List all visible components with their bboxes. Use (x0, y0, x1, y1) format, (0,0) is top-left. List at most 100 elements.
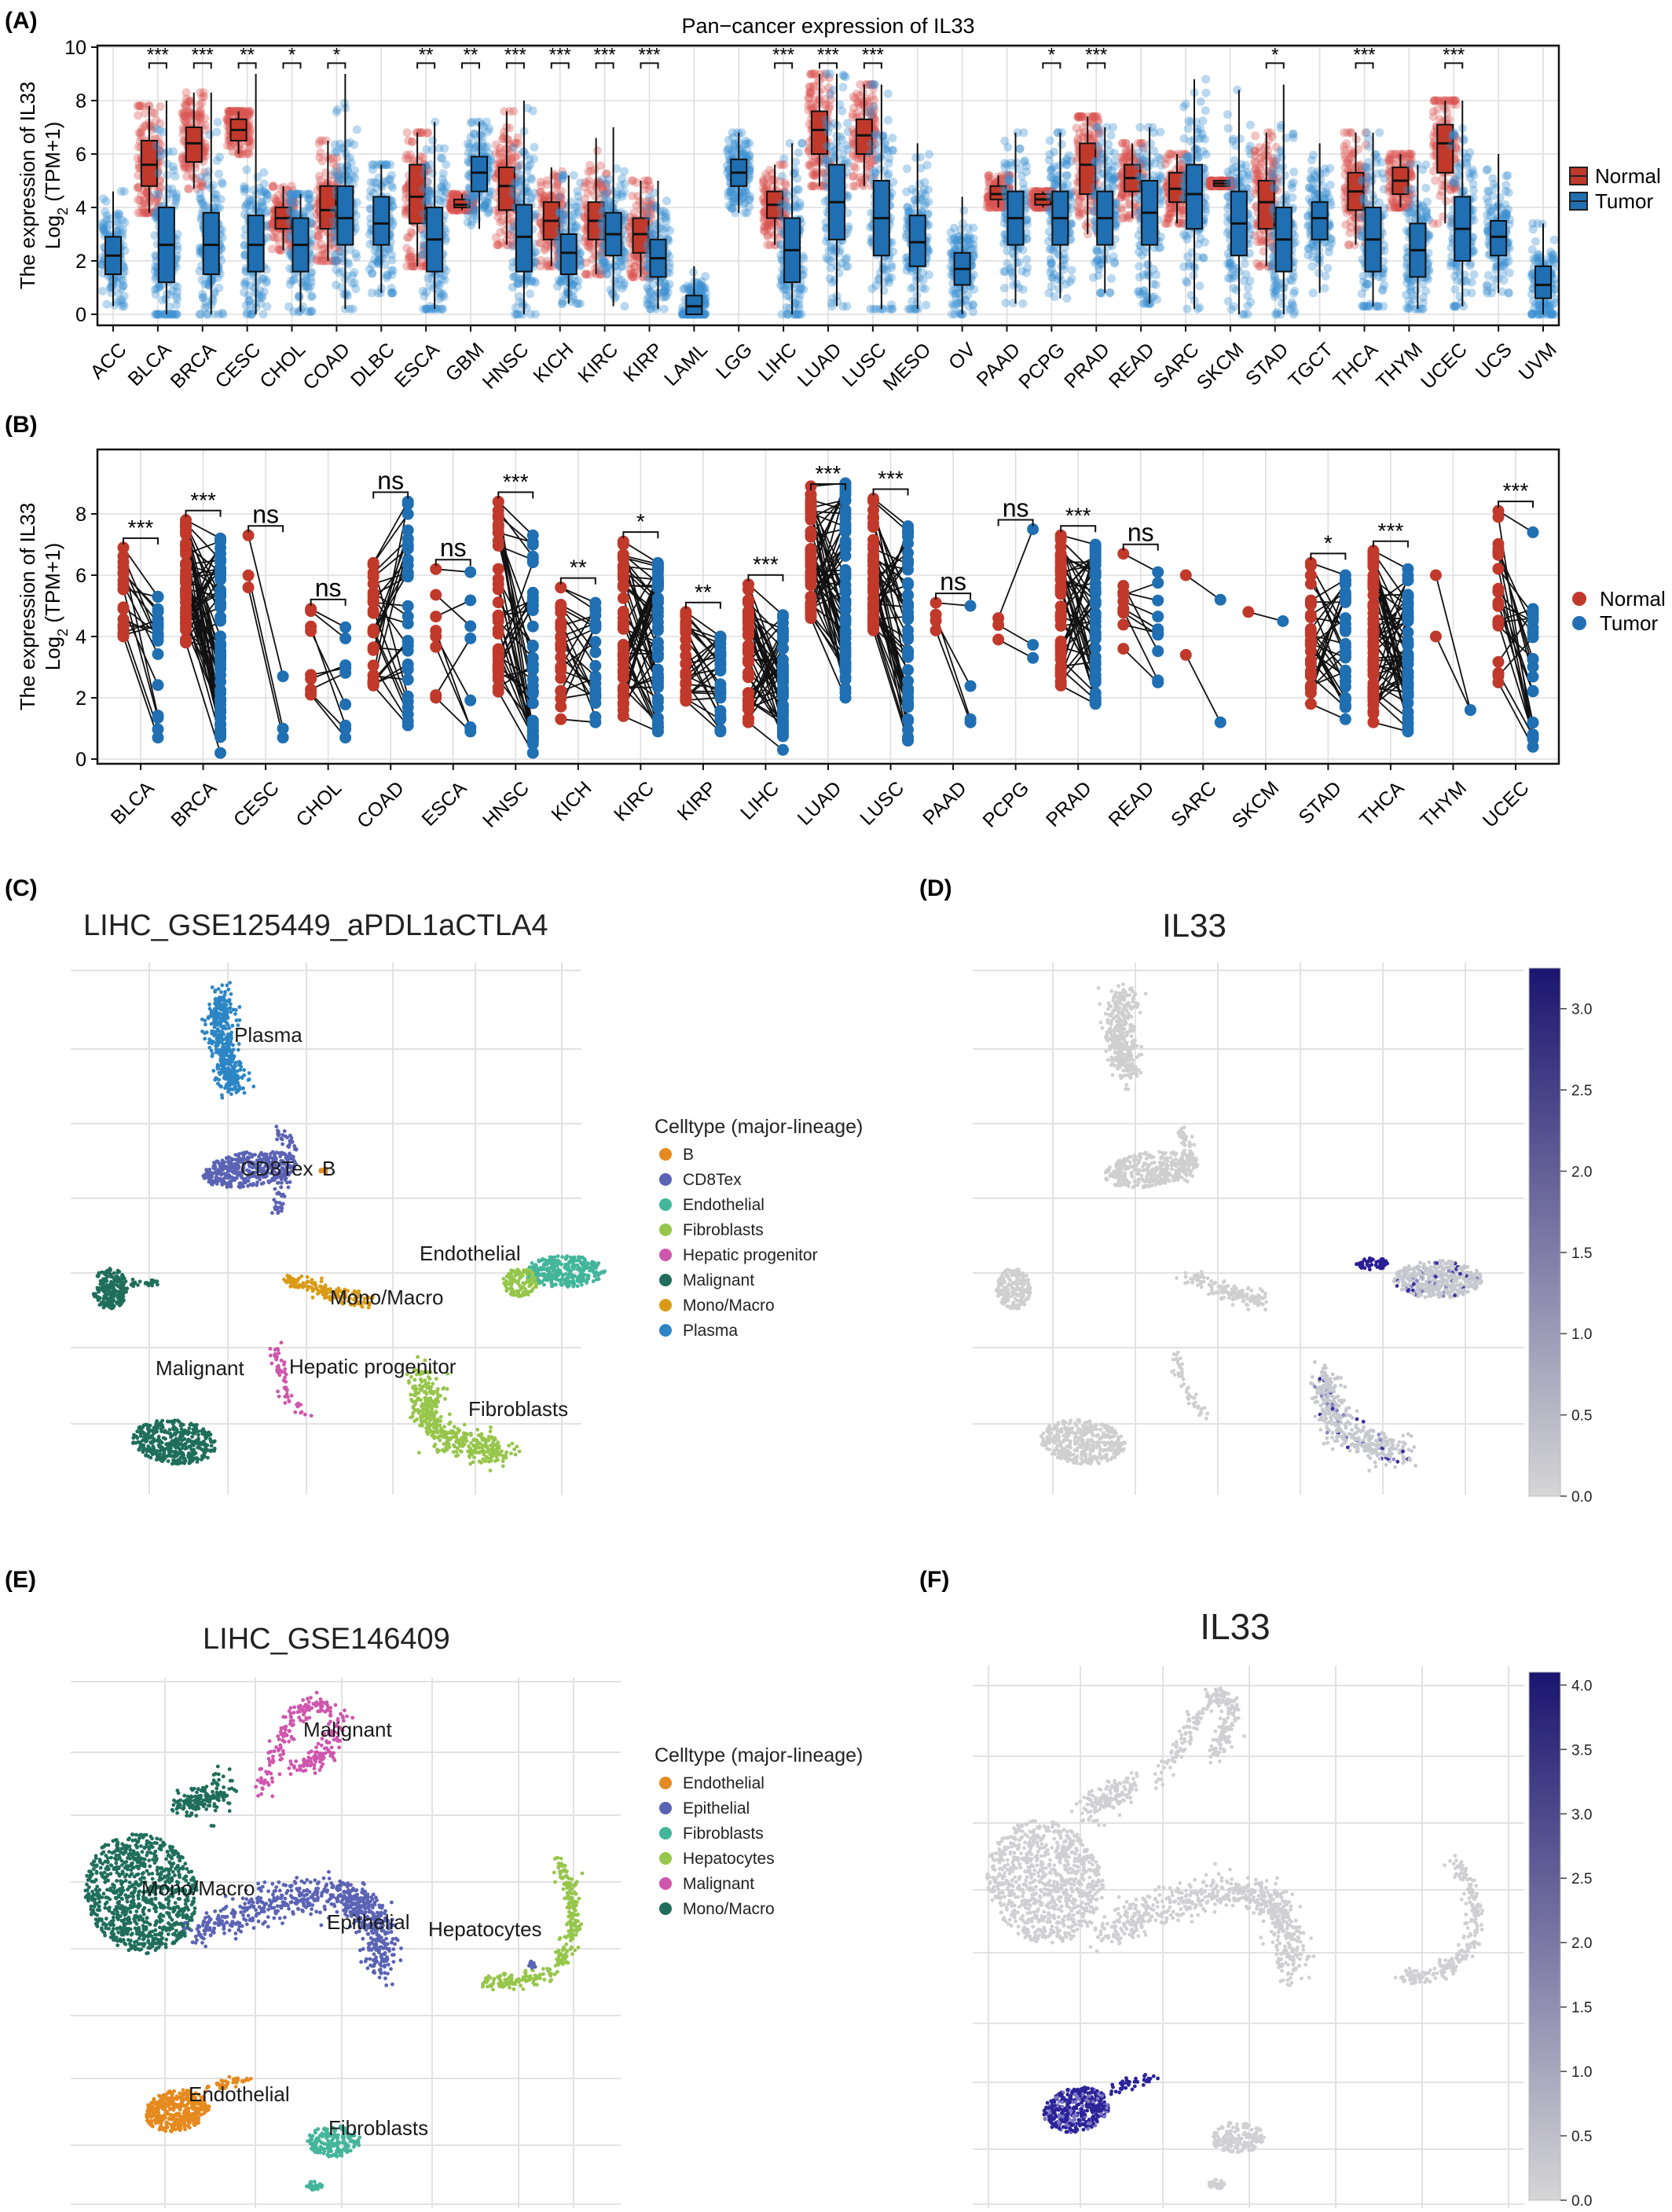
data-point (241, 301, 251, 310)
data-point (139, 122, 148, 131)
data-point (920, 178, 930, 187)
data-point (585, 160, 595, 170)
data-point (630, 272, 640, 281)
data-point (97, 259, 107, 269)
data-point (152, 194, 161, 203)
data-point (610, 262, 619, 271)
data-point (908, 185, 917, 194)
data-point (141, 208, 150, 218)
data-point (851, 182, 860, 191)
data-point (825, 274, 834, 284)
data-point (628, 191, 637, 200)
data-point (867, 139, 876, 149)
data-point (424, 128, 433, 138)
data-point (134, 208, 143, 218)
data-point (112, 297, 122, 306)
data-point (920, 284, 930, 294)
data-point (213, 118, 222, 127)
data-point (436, 153, 446, 163)
data-point (115, 225, 124, 233)
data-point (870, 80, 879, 90)
box (202, 211, 220, 275)
data-point (479, 122, 489, 131)
data-point (565, 278, 574, 288)
data-point (170, 171, 180, 181)
data-point (339, 248, 348, 258)
data-point (381, 160, 390, 170)
data-point (388, 288, 398, 298)
data-point (101, 207, 110, 216)
data-point (405, 250, 414, 259)
data-point (171, 197, 181, 207)
data-point (592, 146, 602, 156)
data-point (742, 138, 752, 148)
data-point (552, 281, 562, 291)
data-point (119, 292, 129, 301)
data-point (827, 302, 837, 311)
data-point (112, 227, 121, 237)
data-point (102, 299, 112, 309)
data-point (823, 127, 833, 137)
data-point (181, 108, 190, 118)
data-point (151, 274, 160, 284)
data-point (166, 290, 175, 299)
data-point (306, 307, 315, 317)
data-point (173, 288, 182, 297)
data-point (197, 99, 207, 108)
data-point (875, 138, 885, 147)
data-point (335, 268, 344, 277)
data-point (557, 171, 566, 180)
data-point (158, 127, 167, 137)
data-point (116, 187, 126, 196)
data-point (796, 283, 805, 292)
data-point (152, 124, 161, 134)
data-point (119, 187, 129, 196)
data-point (154, 189, 163, 199)
data-point (116, 274, 126, 284)
data-point (156, 119, 165, 128)
data-point (151, 197, 160, 207)
data-point (306, 292, 316, 302)
data-point (152, 116, 161, 125)
data-point (155, 126, 164, 135)
box (185, 127, 203, 163)
data-point (262, 195, 272, 204)
data-point (518, 310, 527, 319)
data-point (526, 173, 535, 182)
data-point (168, 162, 178, 171)
data-point (99, 226, 108, 235)
data-point (475, 130, 485, 140)
data-point (759, 175, 768, 185)
data-point (925, 150, 933, 159)
data-point (136, 208, 145, 218)
data-point (342, 288, 351, 298)
data-point (468, 209, 477, 218)
data-point (253, 172, 262, 182)
data-point (420, 169, 429, 178)
data-point (348, 304, 358, 314)
data-point (866, 149, 875, 158)
data-point (530, 142, 539, 152)
data-point (257, 187, 266, 196)
data-point (732, 128, 742, 138)
data-point (661, 292, 670, 302)
data-point (134, 183, 143, 193)
data-point (153, 168, 163, 178)
data-point (119, 302, 129, 311)
boxes-a (97, 69, 1560, 319)
data-point (137, 202, 146, 211)
data-point (133, 153, 142, 163)
data-point (304, 189, 314, 199)
data-point (330, 167, 339, 177)
data-point (181, 162, 190, 171)
data-point (102, 211, 112, 220)
data-point (422, 288, 431, 297)
data-point (141, 108, 150, 118)
data-point (806, 162, 816, 171)
box (372, 196, 390, 246)
data-point (102, 215, 112, 225)
data-point (218, 179, 227, 189)
data-point (110, 300, 119, 310)
data-point (662, 196, 671, 206)
data-point (408, 138, 417, 146)
